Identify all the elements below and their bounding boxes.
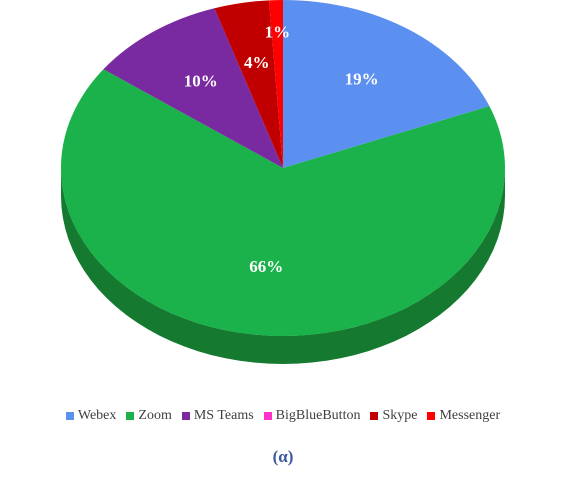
legend-swatch-webex — [65, 412, 74, 420]
data-label-skype: 4% — [244, 53, 270, 72]
legend-label-skype: Skype — [382, 408, 418, 423]
legend-item-ms-teams: MS Teams — [181, 408, 254, 424]
data-label-zoom: 66% — [249, 257, 283, 276]
legend-swatch-ms-teams — [181, 412, 190, 420]
legend-item-bigbluebutton: BigBlueButton — [263, 408, 361, 424]
legend-label-ms-teams: MS Teams — [193, 408, 254, 423]
pie-slice-ms-teams — [103, 8, 284, 168]
pie-slice-skype — [214, 0, 283, 168]
legend-label-bigbluebutton: BigBlueButton — [275, 408, 361, 423]
legend-label-webex: Webex — [77, 408, 117, 423]
pie-slice-messenger — [269, 0, 283, 168]
pie-slice-webex — [283, 0, 490, 168]
data-label-ms-teams: 10% — [184, 71, 218, 90]
legend-item-skype: Skype — [370, 408, 417, 424]
pie-side-zoom — [61, 168, 505, 364]
data-label-messenger: 1% — [265, 23, 291, 42]
legend-swatch-zoom — [126, 412, 135, 420]
legend-item-messenger: Messenger — [427, 408, 500, 424]
pie-slice-zoom — [60, 69, 505, 337]
legend-label-messenger: Messenger — [439, 408, 501, 423]
figure-caption: (α) — [272, 447, 294, 466]
legend-swatch-skype — [370, 412, 379, 420]
data-label-webex: 19% — [345, 69, 379, 88]
legend-swatch-bigbluebutton — [263, 412, 272, 420]
legend-swatch-messenger — [427, 412, 436, 420]
legend-label-zoom: Zoom — [138, 408, 172, 423]
chart-legend: Webex Zoom MS Teams BigBlueButton Skype Messe… — [0, 405, 566, 427]
legend-item-zoom: Zoom — [126, 408, 172, 424]
legend-item-webex: Webex — [65, 408, 117, 424]
